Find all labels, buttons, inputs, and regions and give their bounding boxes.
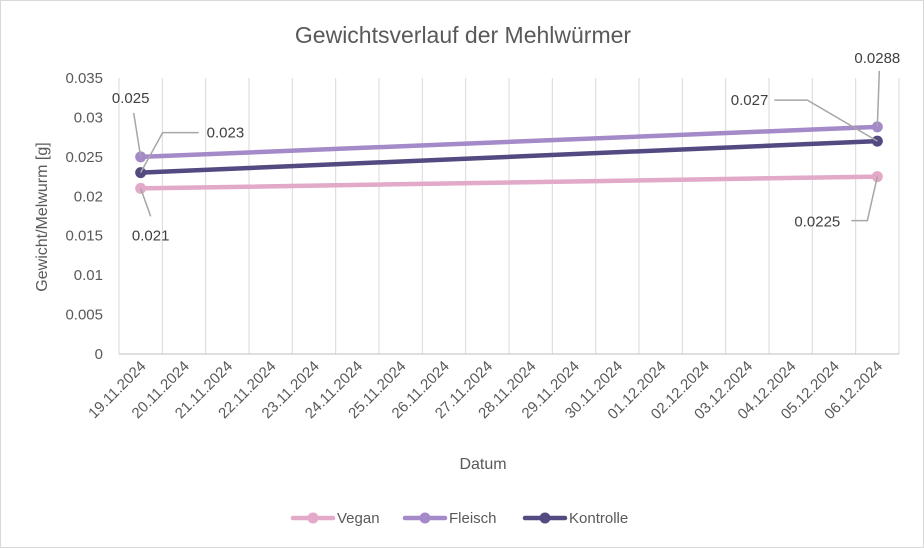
legend-label: Kontrolle [569,510,628,527]
y-tick-label: 0.035 [65,70,103,87]
data-label: 0.025 [112,90,150,107]
y-tick-label: 0.03 [74,109,103,126]
label-leader-line [851,176,879,222]
y-tick-label: 0.02 [74,188,103,205]
label-leader-line [132,112,142,157]
legend-marker [307,512,319,524]
legend-item-kontrolle[interactable]: Kontrolle [522,510,628,527]
y-axis-label: Gewicht/Melwurm [g] [34,142,51,291]
legend-marker [539,512,551,524]
legend-label: Vegan [337,510,380,527]
legend-marker [419,512,431,524]
gridlines [118,78,900,354]
y-tick-label: 0.025 [65,149,103,166]
legend: Vegan Fleisch Kontrolle [290,510,628,527]
series-line-vegan [138,174,880,191]
data-label: 0.027 [731,92,769,109]
y-tick-label: 0 [95,346,103,363]
data-label: 0.023 [207,125,245,142]
data-labels: 0.021 0.0225 0.025 0.0288 0.023 0.027 [112,50,900,245]
x-axis-label: Datum [459,456,506,473]
series-group [135,121,883,194]
series-line-fleisch [138,124,880,160]
y-tick-label: 0.01 [74,267,103,284]
data-label: 0.0225 [794,214,840,231]
data-label: 0.021 [132,227,170,244]
chart-title: Gewichtsverlauf der Mehlwürmer [295,22,632,48]
legend-item-fleisch[interactable]: Fleisch [402,510,497,527]
x-axis-ticks: 19.11.202420.11.202421.11.202422.11.2024… [85,358,886,423]
series-line-kontrolle [138,138,880,175]
label-leader-line [139,188,152,217]
y-tick-label: 0.015 [65,228,103,245]
label-leader-line [774,99,878,142]
legend-item-vegan[interactable]: Vegan [290,510,380,527]
data-label: 0.0288 [854,50,900,67]
y-axis-ticks: 0 0.005 0.01 0.015 0.02 0.025 0.03 0.035 [65,70,103,363]
label-leader-line [876,70,881,127]
label-leader-line [140,131,199,173]
y-tick-label: 0.005 [65,307,103,324]
legend-label: Fleisch [449,510,497,527]
